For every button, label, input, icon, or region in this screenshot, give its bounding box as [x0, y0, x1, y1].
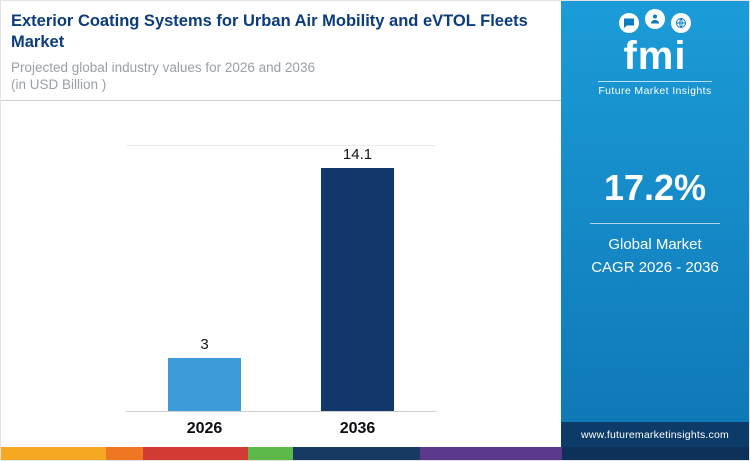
fmi-logo: fmi Future Market Insights — [598, 9, 712, 97]
brand-subtitle: Future Market Insights — [598, 81, 712, 97]
brand-panel: fmi Future Market Insights 17.2% Global … — [561, 1, 749, 448]
footer-strip-segment — [561, 447, 749, 460]
cagr-label-line1: Global Market — [608, 236, 702, 253]
chat-icon — [618, 13, 639, 33]
cagr-block: 17.2% Global Market CAGR 2026 - 2036 — [590, 167, 720, 279]
brand-wordmark: fmi — [623, 34, 687, 78]
x-axis-label: 2036 — [339, 419, 376, 437]
bar-value-label: 3 — [200, 335, 209, 353]
bar-value-label: 14.1 — [342, 145, 373, 163]
bar-2026 — [168, 357, 241, 411]
main-area: Exterior Coating Systems for Urban Air M… — [1, 1, 749, 448]
chart-plot-area: 3 14.1 — [126, 144, 436, 412]
footer-strip-segment — [419, 447, 562, 460]
website-link[interactable]: www.futuremarketinsights.com — [561, 422, 749, 448]
header: Exterior Coating Systems for Urban Air M… — [1, 1, 561, 101]
footer-strip-segment — [143, 447, 248, 460]
bar-chart: 3 14.1 2026 2036 — [126, 144, 436, 438]
chart-section: Exterior Coating Systems for Urban Air M… — [1, 1, 561, 448]
footer-strip-segment — [247, 447, 293, 460]
bar-2036 — [321, 167, 394, 411]
bar-column: 14.1 — [321, 146, 394, 411]
page-title: Exterior Coating Systems for Urban Air M… — [11, 12, 528, 52]
footer-strip-segment — [292, 447, 420, 460]
person-icon — [644, 9, 665, 29]
bar-column: 3 — [168, 146, 241, 411]
divider-line — [590, 223, 720, 224]
x-axis-label: 2026 — [186, 419, 223, 437]
footer-strip-segment — [1, 447, 106, 460]
x-axis-labels: 2026 2036 — [126, 420, 436, 438]
cagr-value: 17.2% — [603, 167, 707, 208]
footer-strip-segment — [105, 447, 144, 460]
subtitle-line1: Projected global industry values for 202… — [11, 59, 315, 75]
cagr-label-line2: CAGR 2026 - 2036 — [591, 258, 719, 276]
subtitle-line2: (in USD Billion ) — [11, 76, 107, 92]
footer-color-strip — [1, 447, 749, 460]
logo-icons — [598, 9, 711, 33]
globe-icon — [670, 13, 691, 33]
